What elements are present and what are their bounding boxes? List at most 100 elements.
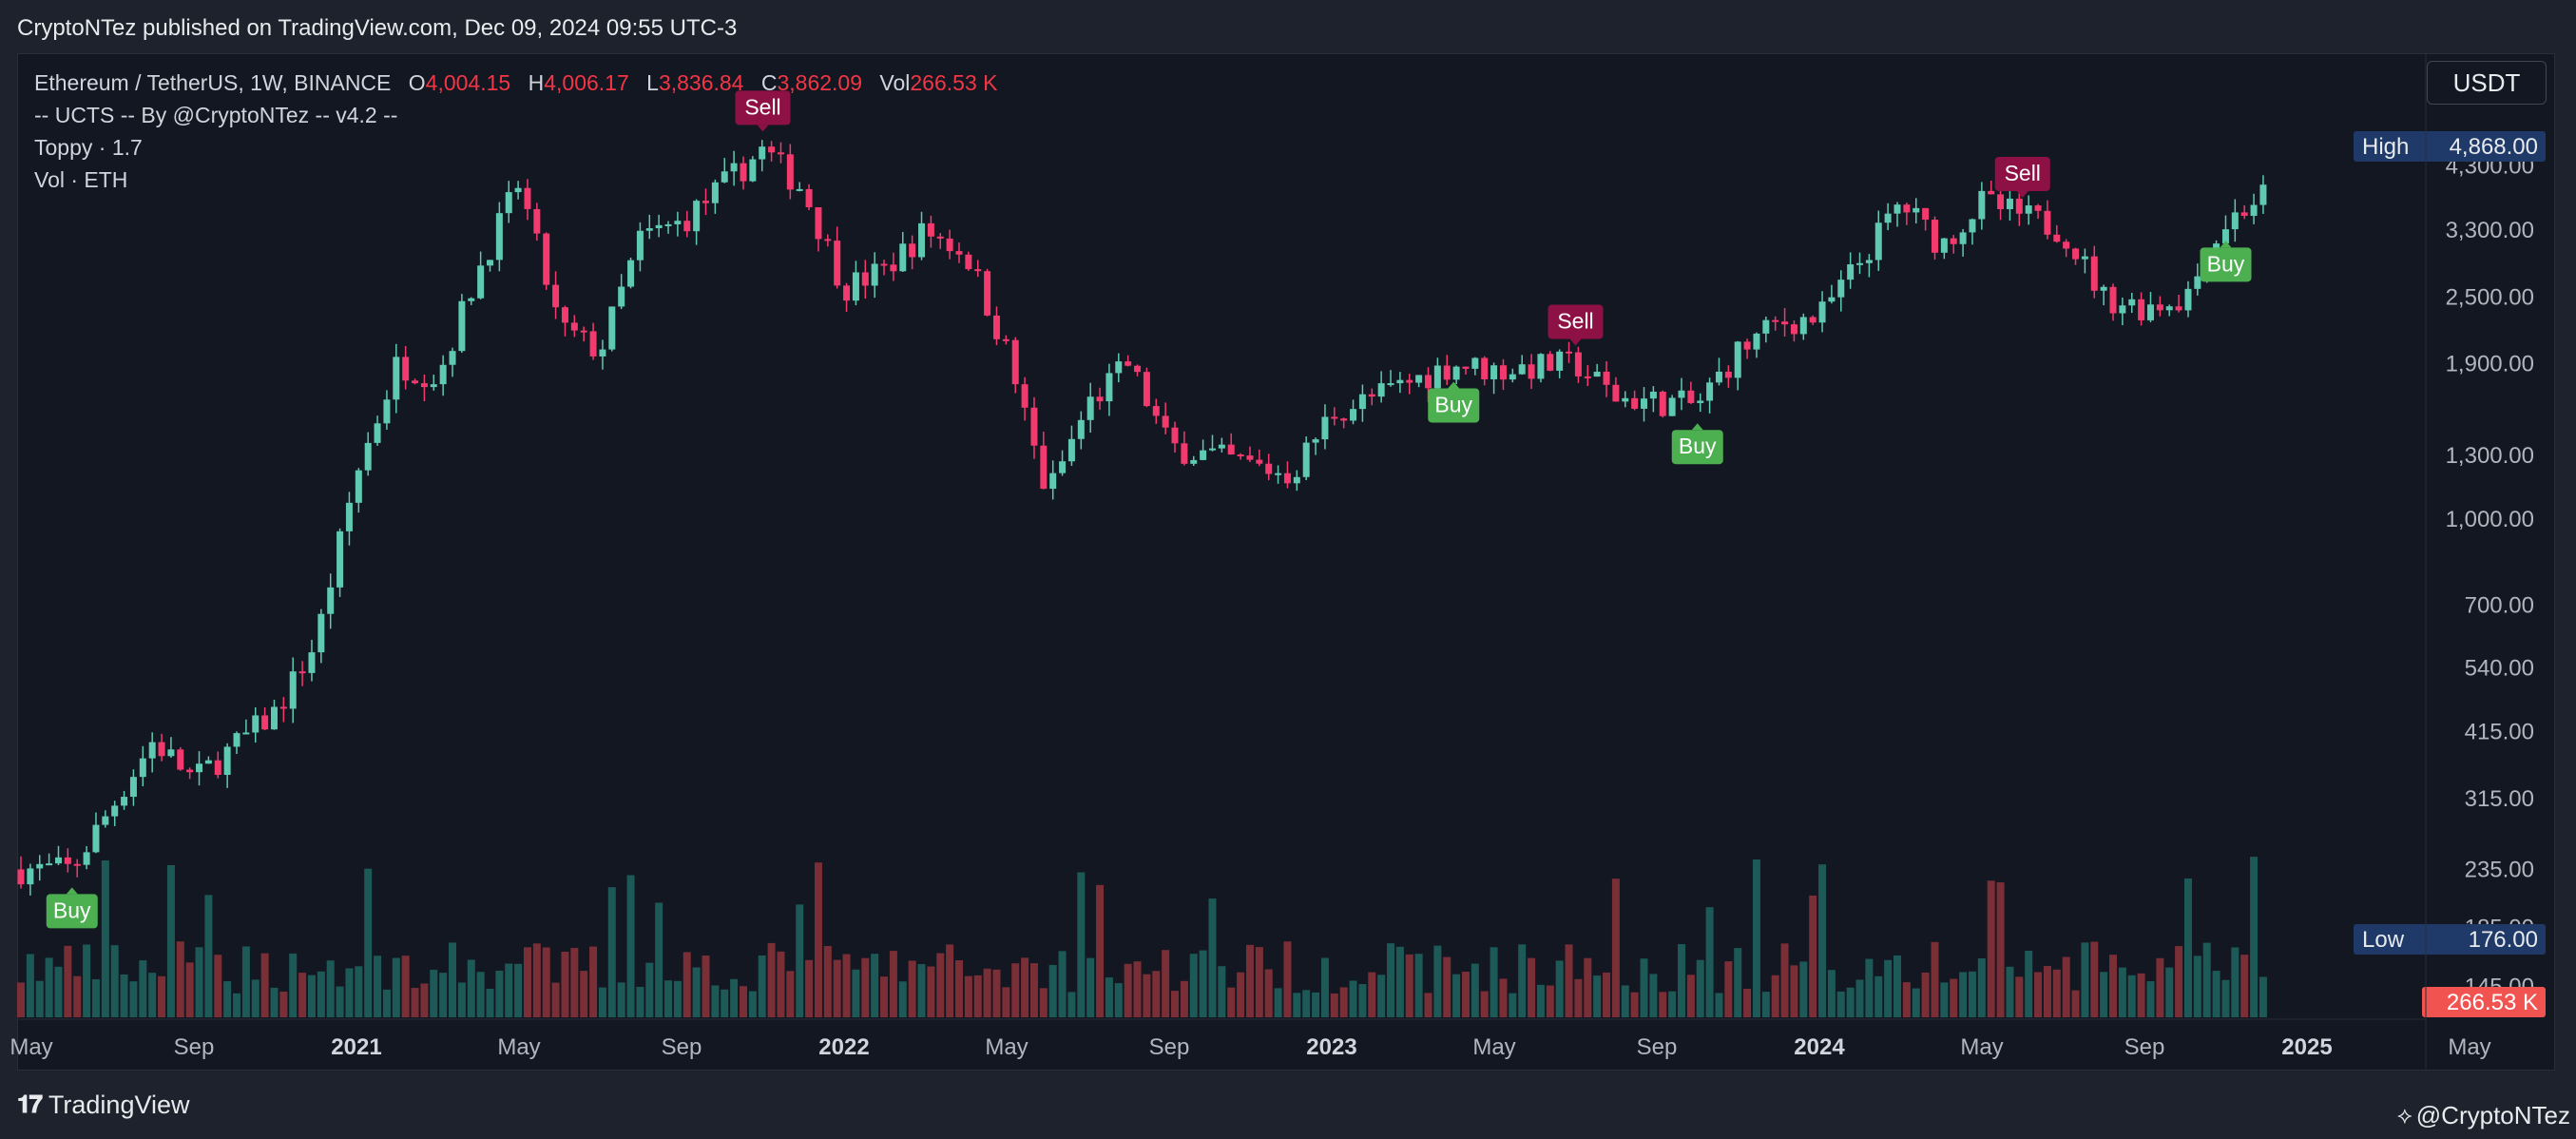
candle-body[interactable] [1584,376,1591,378]
candle-body[interactable] [636,230,644,261]
candle-body[interactable] [674,221,682,224]
candle-body[interactable] [1809,317,1817,323]
candle-body[interactable] [608,306,616,350]
candle-body[interactable] [561,307,568,323]
candle-body[interactable] [1171,427,1179,444]
candle-body[interactable] [683,221,691,232]
candle-body[interactable] [1940,238,1948,253]
candle-body[interactable] [1537,354,1545,379]
candle-body[interactable] [261,715,269,730]
candle-body[interactable] [2175,306,2182,311]
candle-body[interactable] [439,364,447,385]
candle-body[interactable] [2044,210,2051,235]
candle-body[interactable] [1678,390,1685,398]
candle-body[interactable] [214,760,221,776]
candle-body[interactable] [1790,324,1797,335]
candle-body[interactable] [955,251,963,255]
candle-body[interactable] [242,732,250,735]
candle-body[interactable] [1049,473,1057,490]
buy-signal[interactable]: Buy [2200,241,2252,282]
candle-body[interactable] [1528,364,1535,379]
candle-body[interactable] [1799,317,1807,335]
currency-button[interactable]: USDT [2427,61,2547,105]
candle-body[interactable] [204,760,212,764]
candle-body[interactable] [111,805,119,817]
candle-body[interactable] [2100,286,2107,291]
author-link[interactable]: ⟡ @CryptoNTez [2397,1101,2570,1130]
candle-body[interactable] [177,749,184,770]
candle-body[interactable] [1668,397,1676,416]
candle-body[interactable] [1687,390,1695,403]
candle-body[interactable] [487,260,493,266]
candle-body[interactable] [1265,463,1273,474]
candle-body[interactable] [1134,365,1142,373]
candle-body[interactable] [524,187,531,209]
candle-body[interactable] [223,746,231,776]
candle-body[interactable] [2138,299,2145,320]
candle-body[interactable] [1105,373,1113,402]
candle-body[interactable] [1358,394,1366,410]
candle-body[interactable] [1781,321,1789,325]
candle-body[interactable] [543,233,550,285]
candle-body[interactable] [1208,448,1216,451]
candle-body[interactable] [46,863,53,866]
candle-body[interactable] [693,201,701,232]
candle-body[interactable] [861,272,869,286]
candle-body[interactable] [308,652,316,673]
candle-body[interactable] [1452,366,1460,380]
candle-body[interactable] [252,715,260,733]
candle-body[interactable] [1030,407,1038,446]
candle-body[interactable] [1312,439,1319,443]
candle-body[interactable] [1331,416,1338,419]
candle-body[interactable] [2081,256,2088,260]
candle-body[interactable] [777,152,784,155]
candle-body[interactable] [2165,306,2173,311]
candle-body[interactable] [1753,333,1760,350]
candle-body[interactable] [129,777,137,798]
candle-body[interactable] [1706,382,1714,401]
candle-body[interactable] [1462,366,1470,369]
candle-body[interactable] [2221,229,2229,244]
candle-body[interactable] [1556,351,1564,371]
candle-body[interactable] [458,300,466,352]
candle-body[interactable] [1734,341,1741,378]
candle-body[interactable] [1499,365,1507,380]
candle-body[interactable] [402,357,410,381]
candle-body[interactable] [805,188,813,207]
candle-body[interactable] [514,187,522,193]
candle-body[interactable] [1321,416,1329,440]
candle-body[interactable] [2034,205,2042,211]
candle-body[interactable] [721,171,728,183]
candle-body[interactable] [627,260,635,287]
candle-body[interactable] [1162,415,1169,428]
candle-body[interactable] [92,824,100,853]
candle-body[interactable] [1574,352,1582,376]
buy-signal[interactable]: Buy [1428,381,1480,423]
candle-body[interactable] [2250,204,2258,217]
candle-body[interactable] [412,380,419,384]
candle-body[interactable] [1396,379,1404,384]
candle-body[interactable] [1988,190,1995,195]
symbol-title[interactable]: Ethereum / TetherUS, 1W, BINANCE [34,70,392,95]
candle-body[interactable] [1190,459,1198,464]
candle-body[interactable] [1433,365,1441,389]
candle-body[interactable] [2259,184,2267,205]
candle-body[interactable] [2194,276,2201,289]
candle-body[interactable] [1978,190,1986,220]
candle-body[interactable] [270,706,278,730]
candle-body[interactable] [1509,374,1516,380]
candle-body[interactable] [495,213,503,261]
candle-body[interactable] [393,357,400,400]
candle-body[interactable] [1762,319,1770,334]
candle-body[interactable] [1518,364,1526,375]
candle-body[interactable] [374,423,381,443]
candle-body[interactable] [740,163,747,182]
candle-body[interactable] [317,613,325,653]
candle-body[interactable] [1481,357,1489,380]
candle-body[interactable] [1246,455,1254,460]
candle-body[interactable] [749,159,757,182]
candle-body[interactable] [1649,391,1657,399]
candle-body[interactable] [1152,406,1160,416]
candle-body[interactable] [618,286,625,307]
candle-body[interactable] [1622,397,1629,402]
